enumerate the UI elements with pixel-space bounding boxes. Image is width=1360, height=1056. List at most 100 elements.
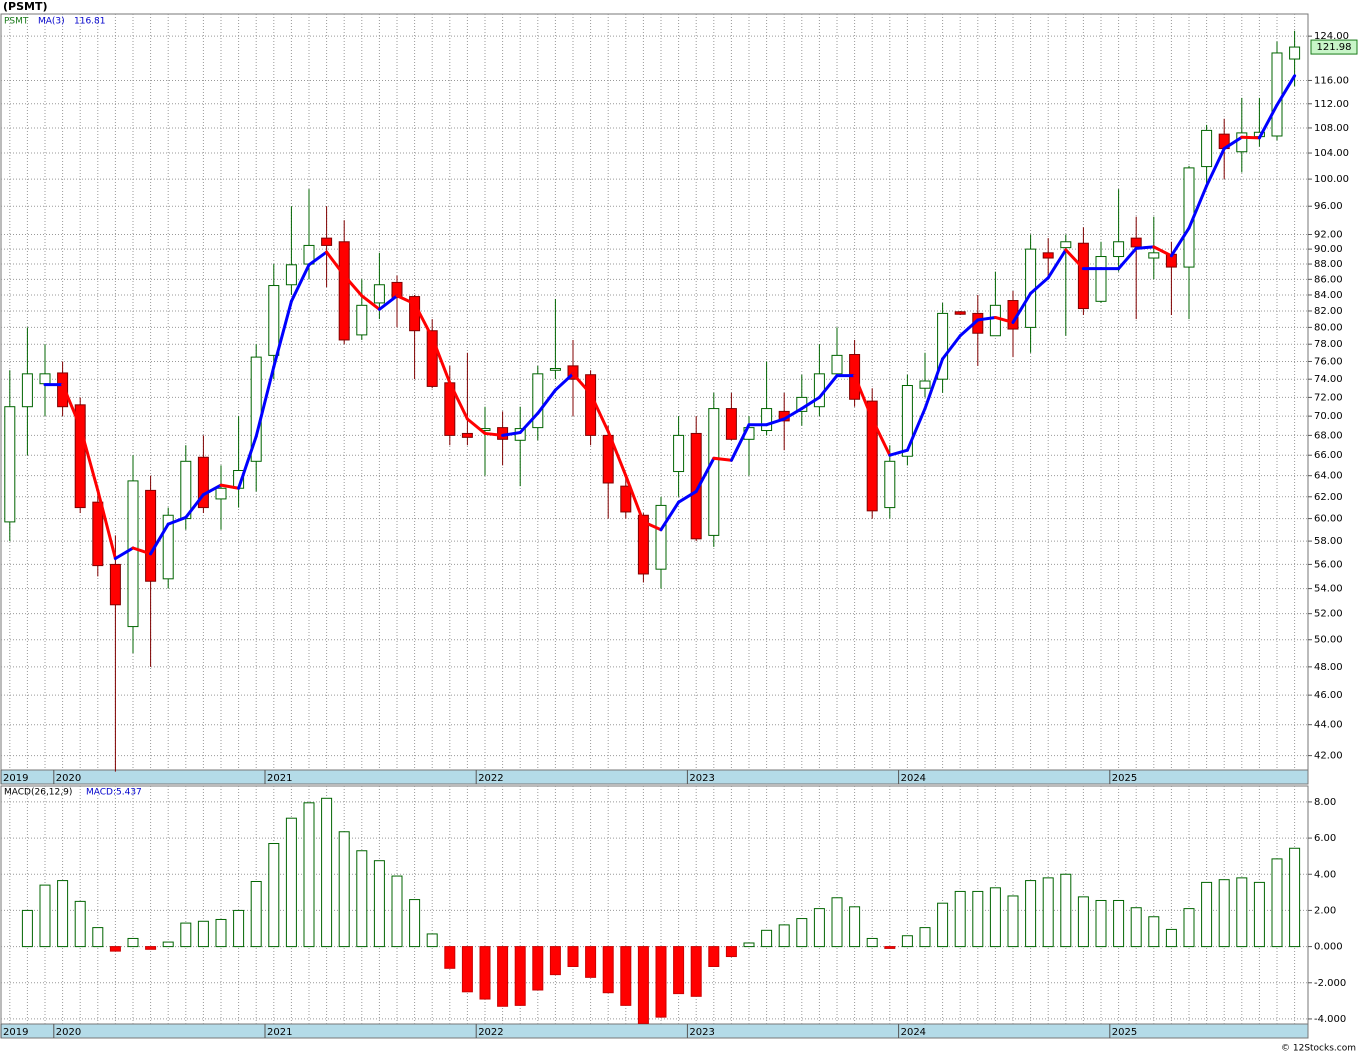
ma-line — [905, 407, 927, 452]
macd-bar — [268, 843, 280, 948]
ma-line — [377, 294, 399, 311]
ma-line — [1152, 245, 1173, 258]
candle-body — [39, 373, 51, 385]
ma-line — [1187, 184, 1209, 230]
y-tick-label: 0.000 — [1314, 942, 1343, 953]
macd-bar — [866, 937, 878, 948]
candle-body — [655, 504, 667, 570]
y-tick-label: -4.000 — [1314, 1014, 1346, 1025]
ma-line — [131, 546, 153, 556]
y-tick-label: 58.00 — [1314, 536, 1343, 547]
y-tick-label: 108.00 — [1314, 123, 1349, 134]
candle-body — [585, 374, 597, 436]
last-price-label: 121.98 — [1317, 42, 1352, 53]
ma-line — [184, 493, 205, 519]
macd-bar — [1060, 873, 1072, 948]
candle-body — [1095, 256, 1107, 302]
candle-body — [637, 514, 649, 575]
candle-body — [708, 408, 720, 536]
ma-line — [1240, 135, 1261, 140]
ma-line — [501, 430, 522, 437]
y-tick-label: 84.00 — [1314, 290, 1343, 301]
macd-bar — [356, 850, 368, 948]
candle-body — [92, 501, 104, 567]
macd-bar — [197, 920, 209, 948]
candle-body — [1130, 237, 1142, 248]
ma-line — [1257, 103, 1279, 140]
ma-line — [78, 425, 100, 492]
macd-bar — [285, 817, 297, 948]
ma-line — [853, 374, 874, 421]
macd-bar — [461, 946, 473, 993]
candle-body — [338, 241, 350, 341]
candle-body — [725, 408, 737, 440]
ma-line — [1117, 246, 1138, 271]
x-tick-label: 2020 — [56, 1027, 81, 1038]
macd-bar — [1095, 899, 1107, 948]
candle-body — [21, 373, 33, 408]
candle-body — [532, 373, 544, 429]
footer: © 12Stocks.com — [1281, 1044, 1356, 1054]
macd-bar — [1201, 881, 1213, 948]
ma-line — [360, 294, 381, 311]
ma-line — [1046, 248, 1068, 280]
candle-body — [1271, 52, 1283, 137]
candle-body — [1289, 46, 1301, 60]
candle-body — [937, 312, 949, 380]
candle-body — [1148, 252, 1160, 259]
ma-line — [993, 315, 1015, 324]
ma-line — [483, 431, 505, 437]
ma-line — [958, 318, 980, 338]
y-tick-label: 90.00 — [1314, 244, 1343, 255]
candle-body — [145, 489, 157, 582]
chart-title: (PSMT) — [3, 0, 48, 13]
macd-bar — [497, 946, 509, 1007]
candle-body — [954, 311, 966, 315]
macd-bar — [1042, 877, 1054, 948]
candle-body — [268, 285, 280, 356]
candle-body — [285, 264, 297, 286]
macd-bar — [796, 918, 808, 948]
candle-body — [162, 514, 174, 580]
ma-line — [1011, 291, 1033, 324]
candle-body — [356, 304, 368, 336]
y-tick-label: 100.00 — [1314, 174, 1349, 185]
price-panel — [0, 13, 1309, 771]
candle-body — [461, 432, 473, 438]
ma-line — [782, 407, 804, 421]
macd-bar — [215, 918, 227, 948]
ma-line — [677, 489, 698, 504]
candle-body — [373, 284, 385, 304]
y-tick-label: 124.00 — [1314, 31, 1349, 42]
y-tick-label: 112.00 — [1314, 99, 1349, 110]
y-tick-label: 64.00 — [1314, 471, 1343, 482]
candle-body — [197, 456, 209, 509]
y-tick-label: 62.00 — [1314, 492, 1343, 503]
candle-body — [321, 237, 333, 246]
x-tick-label: 2019 — [3, 773, 28, 784]
ma-line — [1275, 74, 1297, 107]
y-tick-label: 66.00 — [1314, 450, 1343, 461]
ma-line — [96, 488, 117, 561]
macd-value: MACD:5.437 — [86, 788, 142, 798]
candle-body — [74, 404, 86, 509]
macd-bar — [1271, 858, 1283, 948]
y-tick-label: 68.00 — [1314, 430, 1343, 441]
macd-bar — [250, 880, 262, 948]
x-tick-label: 2023 — [689, 1027, 714, 1038]
ma-line — [201, 483, 223, 497]
macd-bar — [1077, 896, 1089, 948]
y-tick-label: 60.00 — [1314, 514, 1343, 525]
y-tick-label: -2.000 — [1314, 978, 1346, 989]
candle-body — [813, 373, 825, 408]
macd-bar — [145, 946, 157, 950]
candle-body — [884, 460, 896, 509]
macd-bar — [1253, 881, 1265, 948]
ma-line — [289, 263, 311, 303]
ma-line — [553, 372, 575, 392]
y-tick-label: 86.00 — [1314, 274, 1343, 285]
ma-line — [1169, 226, 1191, 258]
macd-bar — [514, 946, 526, 1006]
macd-bar — [602, 946, 614, 994]
macd-bar — [884, 946, 896, 949]
